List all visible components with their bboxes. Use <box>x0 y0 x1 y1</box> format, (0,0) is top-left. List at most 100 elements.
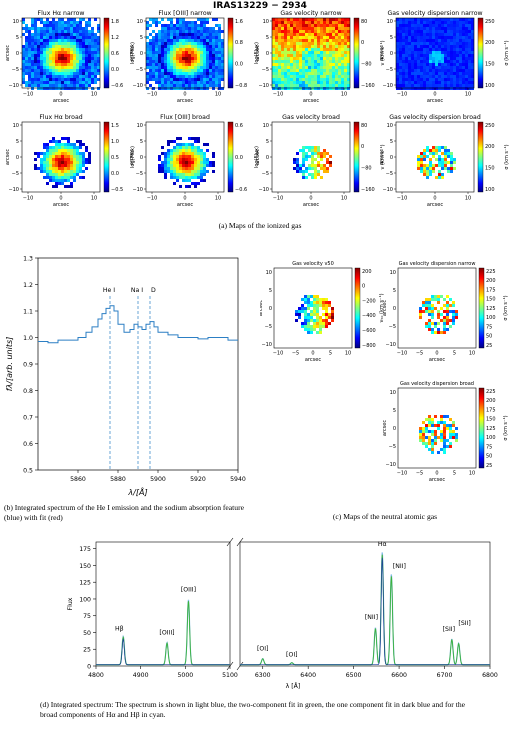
map-pixel <box>194 45 197 48</box>
map-pixel <box>58 155 61 158</box>
map-pixel <box>429 45 432 48</box>
map-pixel <box>435 33 438 36</box>
map-pixel <box>425 424 428 427</box>
x-tick-label: 10 <box>91 196 97 202</box>
map-pixel <box>319 325 322 328</box>
map-pixel <box>278 48 281 51</box>
map-pixel <box>203 78 206 81</box>
map-pixel <box>305 33 308 36</box>
y-tick-label: 5 <box>393 288 396 294</box>
x-tick-label: 10 <box>469 351 475 357</box>
map-pixel <box>308 18 311 21</box>
map-pixel <box>215 51 218 54</box>
x-tick-label: 0 <box>435 471 438 477</box>
map-pixel <box>194 57 197 60</box>
map-pixel <box>447 69 450 72</box>
map-pixel <box>420 33 423 36</box>
map-pixel <box>185 170 188 173</box>
line-label: [NII] <box>365 614 378 621</box>
map-pixel <box>37 69 40 72</box>
colorbar <box>477 121 484 193</box>
map-pixel <box>206 45 209 48</box>
colorbar-tick-label: 175 <box>486 407 496 413</box>
map-pixel <box>304 328 307 331</box>
map-pixel <box>200 30 203 33</box>
map-pixel <box>344 33 347 36</box>
map-pixel <box>459 33 462 36</box>
map-pixel <box>64 66 67 69</box>
map-pixel <box>94 54 97 57</box>
map-pixel <box>58 173 61 176</box>
map-pixel <box>438 72 441 75</box>
map-pixel <box>411 66 414 69</box>
map-pixel <box>426 36 429 39</box>
map-pixel <box>182 146 185 149</box>
y-tick-label: 10 <box>263 19 269 25</box>
map-pixel <box>97 42 100 45</box>
map-pixel <box>429 63 432 66</box>
map-pixel <box>37 87 40 90</box>
map-pixel <box>212 155 215 158</box>
map-pixel <box>344 45 347 48</box>
map-pixel <box>438 60 441 63</box>
map-pixel <box>441 84 444 87</box>
map-pixel <box>176 75 179 78</box>
map-pixel <box>335 87 338 90</box>
map-pixel <box>182 42 185 45</box>
map-pixel <box>308 72 311 75</box>
map-pixel <box>146 36 149 39</box>
x-tick-label: 0 <box>433 196 436 202</box>
map-pixel <box>428 304 431 307</box>
map-pixel <box>296 36 299 39</box>
map-pixel <box>299 87 302 90</box>
map-pixel <box>167 78 170 81</box>
map-pixel <box>399 36 402 39</box>
colorbar <box>103 121 110 193</box>
map-pixel <box>215 39 218 42</box>
map-pixel <box>311 24 314 27</box>
map-pixel <box>52 146 55 149</box>
map-pixel <box>420 51 423 54</box>
map-pixel <box>414 48 417 51</box>
map-pixel <box>158 72 161 75</box>
map-pixel <box>281 81 284 84</box>
map-pixel <box>40 48 43 51</box>
y-tick-label: 175 <box>79 546 91 553</box>
map-pixel <box>49 66 52 69</box>
map-pixel <box>417 87 420 90</box>
map-pixel <box>67 179 70 182</box>
y-tick-label: −10 <box>382 187 393 193</box>
map-pixel <box>456 69 459 72</box>
map-pixel <box>453 45 456 48</box>
map-pixel <box>46 21 49 24</box>
map-pixel <box>209 42 212 45</box>
map-pixel <box>316 304 319 307</box>
figure-d-caption: (d) Integrated spectrum: The spectrum is… <box>40 700 465 719</box>
map-pixel <box>46 51 49 54</box>
map-pixel <box>347 33 350 36</box>
map-pixel <box>296 75 299 78</box>
map-pixel <box>70 27 73 30</box>
map-pixel <box>432 146 435 149</box>
map-pixel <box>67 84 70 87</box>
map-pixel <box>468 30 471 33</box>
map-pixel <box>34 42 37 45</box>
map-pixel <box>417 161 420 164</box>
map-pixel <box>320 84 323 87</box>
map-pixel <box>444 158 447 161</box>
line-label: [OI] <box>257 646 269 653</box>
map-pixel <box>437 301 440 304</box>
map-pixel <box>293 72 296 75</box>
colorbar-tick-label: 150 <box>485 61 495 67</box>
map-pixel <box>284 54 287 57</box>
map-pixel <box>437 331 440 334</box>
map-pixel <box>311 45 314 48</box>
map-pixel <box>405 78 408 81</box>
map-pixel <box>215 54 218 57</box>
map-pixel <box>459 42 462 45</box>
map-pixel <box>338 27 341 30</box>
map-pixel <box>185 167 188 170</box>
map-pixel <box>411 33 414 36</box>
map-pixel <box>449 442 452 445</box>
map-pixel <box>91 48 94 51</box>
